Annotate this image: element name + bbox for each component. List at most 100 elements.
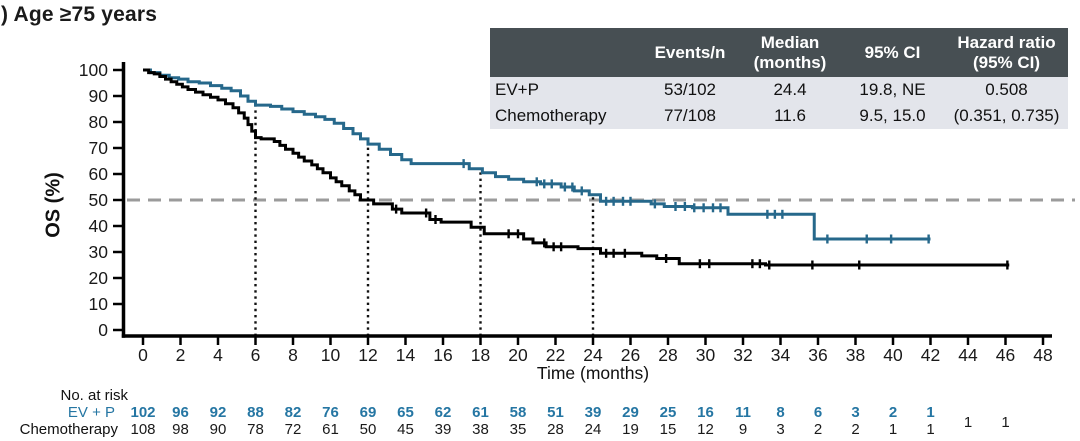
- evp-median: 24.4: [740, 77, 840, 103]
- at-risk-value: 3: [776, 421, 785, 438]
- x-tick-label: 30: [696, 345, 716, 365]
- survival-curve-chemotherapy: [143, 68, 1010, 267]
- at-risk-value: 15: [659, 421, 677, 438]
- x-tick-label: 26: [621, 345, 640, 365]
- x-tick-label: 38: [846, 345, 865, 365]
- at-risk-value: 65: [397, 404, 414, 421]
- x-tick-label: 34: [771, 345, 791, 365]
- at-risk-value: 45: [397, 421, 414, 438]
- x-tick-label: 0: [138, 345, 148, 365]
- evp-hr: 0.508: [945, 77, 1068, 103]
- evp-events: 53/102: [640, 77, 740, 103]
- x-tick-label: 44: [958, 345, 978, 365]
- at-risk-value: 39: [584, 404, 602, 421]
- at-risk-row-label-evp: EV + P: [67, 404, 115, 421]
- at-risk-value: 82: [284, 404, 302, 421]
- summary-header-ci: 95% CI: [840, 28, 945, 77]
- x-tick-label: 46: [996, 345, 1015, 365]
- y-tick-label: 80: [89, 112, 109, 132]
- x-tick-label: 24: [583, 345, 603, 365]
- at-risk-value: 9: [738, 421, 748, 438]
- at-risk-value: 29: [622, 404, 639, 421]
- at-risk-value: 19: [622, 421, 639, 438]
- summary-row-evp: EV+P 53/102 24.4 19.8, NE 0.508: [490, 77, 1068, 103]
- at-risk-value: 50: [359, 421, 377, 438]
- at-risk-value: 62: [434, 404, 452, 421]
- chemo-median: 11.6: [740, 103, 840, 129]
- at-risk-value: 25: [659, 404, 677, 421]
- at-risk-value: 2: [888, 404, 898, 421]
- evp-ci: 19.8, NE: [840, 77, 945, 103]
- chemo-hr: (0.351, 0.735): [945, 103, 1068, 129]
- summary-header-hr: Hazard ratio (95% CI): [945, 28, 1068, 77]
- at-risk-value: 28: [547, 421, 564, 438]
- at-risk-value: 61: [322, 421, 339, 438]
- x-tick-label: 32: [733, 345, 752, 365]
- x-tick-label: 42: [921, 345, 940, 365]
- x-tick-label: 10: [321, 345, 341, 365]
- at-risk-row-label-chemo: Chemotherapy: [19, 421, 118, 438]
- x-tick-label: 16: [433, 345, 452, 365]
- at-risk-value: 12: [697, 421, 714, 438]
- at-risk-value: 11: [735, 404, 751, 421]
- y-tick-label: 100: [79, 60, 108, 80]
- y-tick-label: 60: [89, 164, 109, 184]
- chemo-events: 77/108: [640, 103, 740, 129]
- y-tick-label: 90: [89, 86, 109, 106]
- summary-table: Events/n Median (months) 95% CI Hazard r…: [490, 28, 1068, 129]
- y-tick-label: 30: [89, 242, 109, 262]
- at-risk-value: 1: [926, 404, 935, 421]
- at-risk-value: 88: [247, 404, 264, 421]
- y-tick-label: 0: [98, 320, 108, 340]
- at-risk-heading: No. at risk: [60, 387, 128, 404]
- x-tick-label: 4: [213, 345, 223, 365]
- at-risk-value: 38: [472, 421, 489, 438]
- at-risk-value: 1: [926, 421, 935, 438]
- at-risk-value: 72: [284, 421, 302, 438]
- at-risk-value: 1: [1001, 414, 1010, 431]
- at-risk-value: 2: [851, 421, 860, 438]
- summary-header-row: Events/n Median (months) 95% CI Hazard r…: [490, 28, 1068, 77]
- at-risk-value: 78: [247, 421, 264, 438]
- at-risk-value: 24: [584, 421, 602, 438]
- at-risk-value: 3: [851, 404, 860, 421]
- y-tick-label: 10: [89, 294, 109, 314]
- figure-title: ) Age ≥75 years: [1, 3, 158, 26]
- at-risk-value: 108: [130, 421, 156, 438]
- at-risk-value: 69: [359, 404, 377, 421]
- at-risk-value: 102: [130, 404, 156, 421]
- at-risk-value: 6: [813, 404, 823, 421]
- y-tick-label: 40: [89, 216, 109, 236]
- x-tick-label: 36: [808, 345, 827, 365]
- x-tick-label: 14: [396, 345, 416, 365]
- y-tick-label: 20: [89, 268, 109, 288]
- at-risk-value: 96: [172, 404, 189, 421]
- x-tick-label: 8: [288, 345, 298, 365]
- at-risk-value: 90: [209, 421, 227, 438]
- at-risk-value: 58: [509, 404, 527, 421]
- x-tick-label: 40: [883, 345, 903, 365]
- x-tick-label: 22: [546, 345, 565, 365]
- at-risk-value: 61: [472, 404, 489, 421]
- chemo-ci: 9.5, 15.0: [840, 103, 945, 129]
- summary-row-chemo: Chemotherapy 77/108 11.6 9.5, 15.0 (0.35…: [490, 103, 1068, 129]
- at-risk-value: 39: [434, 421, 452, 438]
- summary-header-blank: [490, 28, 640, 77]
- at-risk-value: 1: [963, 414, 973, 431]
- evp-name: EV+P: [490, 77, 640, 103]
- at-risk-value: 16: [697, 404, 714, 421]
- summary-header-events: Events/n: [640, 28, 740, 77]
- at-risk-value: 76: [322, 404, 339, 421]
- survival-curve-evp: [143, 68, 931, 241]
- at-risk-value: 8: [776, 404, 785, 421]
- x-tick-label: 2: [176, 345, 186, 365]
- at-risk-value: 35: [509, 421, 527, 438]
- x-tick-label: 12: [358, 345, 377, 365]
- y-tick-label: 50: [89, 190, 109, 210]
- at-risk-value: 1: [888, 421, 898, 438]
- x-tick-label: 6: [251, 345, 261, 365]
- y-tick-label: 70: [89, 138, 109, 158]
- at-risk-value: 51: [547, 404, 564, 421]
